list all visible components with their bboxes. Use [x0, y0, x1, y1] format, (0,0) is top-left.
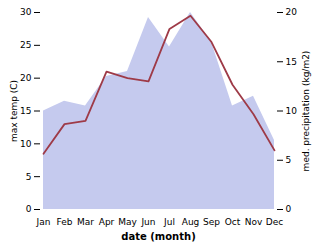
svg-text:15: 15 — [20, 106, 31, 116]
svg-text:20: 20 — [286, 7, 298, 17]
svg-text:Dec: Dec — [266, 217, 283, 227]
svg-text:Oct: Oct — [225, 217, 241, 227]
svg-text:Aug: Aug — [182, 217, 200, 227]
svg-text:5: 5 — [286, 155, 292, 165]
svg-text:Jul: Jul — [163, 217, 175, 227]
svg-text:15: 15 — [286, 57, 297, 67]
svg-text:date (month): date (month) — [121, 231, 195, 242]
svg-text:Nov: Nov — [245, 217, 263, 227]
svg-text:Jun: Jun — [140, 217, 155, 227]
svg-text:Mar: Mar — [77, 217, 94, 227]
svg-text:25: 25 — [20, 40, 31, 50]
svg-text:0: 0 — [26, 204, 32, 214]
svg-text:10: 10 — [286, 106, 298, 116]
svg-text:May: May — [118, 217, 137, 227]
svg-text:max temp (C): max temp (C) — [9, 80, 19, 142]
svg-text:Feb: Feb — [57, 217, 73, 227]
svg-text:med. precipitation (kg/m2): med. precipitation (kg/m2) — [301, 51, 311, 172]
svg-text:30: 30 — [20, 7, 32, 17]
svg-text:Sep: Sep — [203, 217, 220, 227]
svg-text:20: 20 — [20, 73, 32, 83]
svg-text:Jan: Jan — [36, 217, 51, 227]
svg-text:5: 5 — [26, 172, 32, 182]
svg-text:Apr: Apr — [99, 217, 115, 227]
svg-text:0: 0 — [286, 204, 292, 214]
svg-text:10: 10 — [20, 139, 32, 149]
